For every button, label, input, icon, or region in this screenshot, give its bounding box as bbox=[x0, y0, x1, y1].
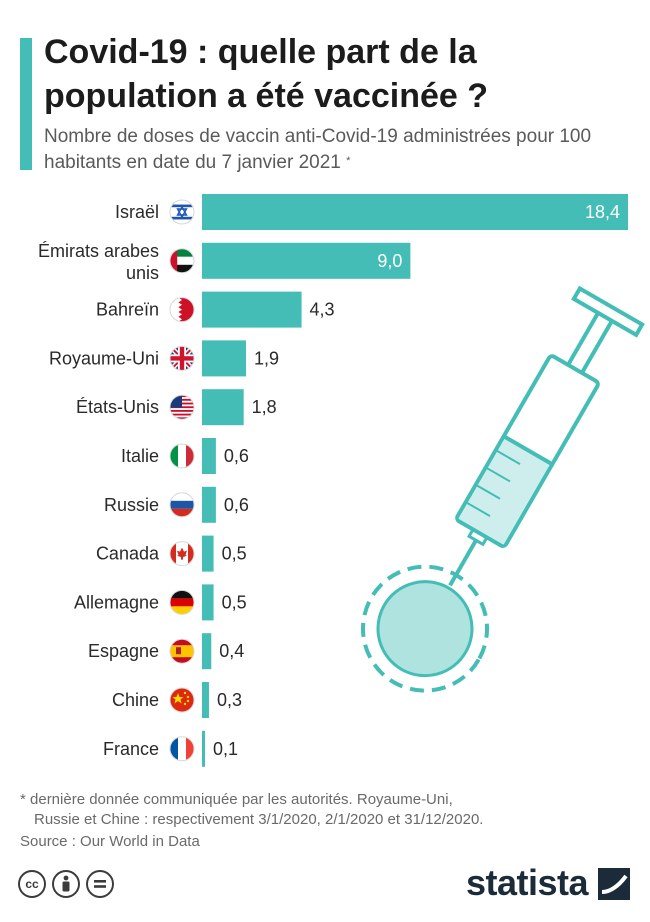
footnote-line-2: Russie et Chine : respectivement 3/1/202… bbox=[34, 811, 484, 828]
value-label: 0,4 bbox=[219, 641, 244, 661]
statista-logo-mark-icon bbox=[598, 868, 630, 900]
value-label: 4,3 bbox=[310, 300, 335, 320]
bar bbox=[202, 730, 205, 767]
bars-layer: Israël 18,4 Émirats arabes unis 9,0 Bahreïn 4,… bbox=[38, 194, 628, 767]
subtitle-footnote-mark: * bbox=[346, 155, 351, 167]
france-flag bbox=[170, 736, 194, 761]
cc-icon[interactable]: cc bbox=[18, 870, 46, 898]
category-label: Émirats arabes unis bbox=[38, 241, 159, 283]
category-label: Israël bbox=[115, 202, 159, 222]
value-label: 0,5 bbox=[222, 592, 247, 612]
category-label: Italie bbox=[121, 446, 159, 466]
bahrain-flag bbox=[170, 297, 194, 322]
value-label: 0,1 bbox=[213, 739, 238, 759]
value-label: 0,6 bbox=[224, 446, 249, 466]
uk-flag bbox=[170, 346, 194, 371]
bar bbox=[202, 682, 209, 718]
bar bbox=[202, 584, 214, 621]
category-label: Canada bbox=[96, 544, 160, 564]
italy-flag bbox=[170, 444, 194, 468]
syringe-illustration bbox=[361, 285, 645, 693]
canada-flag bbox=[170, 541, 194, 566]
israel-flag bbox=[170, 200, 194, 224]
subtitle-text: Nombre de doses de vaccin anti-Covid-19 … bbox=[44, 126, 592, 173]
bar bbox=[202, 291, 302, 328]
bar-chart: Israël 18,4 Émirats arabes unis 9,0 Bahreïn 4,… bbox=[38, 194, 645, 767]
title-accent-bar bbox=[20, 38, 32, 170]
nd-icon[interactable] bbox=[86, 870, 114, 898]
category-label: Chine bbox=[112, 690, 159, 710]
value-label: 18,4 bbox=[585, 202, 620, 222]
spain-flag bbox=[170, 639, 194, 664]
category-label: Espagne bbox=[88, 641, 159, 661]
value-label: 0,3 bbox=[217, 690, 242, 710]
category-label: Russie bbox=[104, 495, 159, 515]
bar bbox=[202, 633, 212, 670]
footnote-line-1: * dernière donnée communiquée par les au… bbox=[20, 791, 453, 808]
category-label: Royaume-Uni bbox=[49, 348, 159, 368]
license-icons: cc bbox=[18, 870, 114, 898]
bar bbox=[202, 340, 246, 377]
russia-flag bbox=[170, 492, 194, 517]
value-label: 0,5 bbox=[222, 544, 247, 564]
value-label: 9,0 bbox=[377, 251, 402, 271]
bar bbox=[202, 438, 216, 474]
statista-logo[interactable]: statista bbox=[466, 862, 589, 903]
source-note: Source : Our World in Data bbox=[20, 833, 200, 850]
bar bbox=[202, 194, 628, 230]
bar bbox=[202, 389, 244, 426]
bar bbox=[202, 486, 216, 523]
by-icon[interactable] bbox=[52, 870, 80, 898]
category-label: Allemagne bbox=[74, 592, 159, 612]
bar bbox=[202, 535, 214, 572]
footnote: * dernière donnée communiquée par les au… bbox=[20, 790, 620, 830]
page-subtitle: Nombre de doses de vaccin anti-Covid-19 … bbox=[44, 124, 634, 176]
value-label: 1,8 bbox=[252, 397, 277, 417]
category-label: Bahreïn bbox=[96, 300, 159, 320]
page-title: Covid-19 : quelle part de la population … bbox=[44, 33, 489, 115]
china-flag bbox=[170, 688, 194, 712]
uae-flag bbox=[170, 248, 194, 273]
value-label: 0,6 bbox=[224, 495, 249, 515]
category-label: France bbox=[103, 739, 159, 759]
bar bbox=[202, 242, 411, 279]
category-label: États-Unis bbox=[76, 397, 159, 417]
germany-flag bbox=[170, 590, 194, 615]
value-label: 1,9 bbox=[254, 348, 279, 368]
